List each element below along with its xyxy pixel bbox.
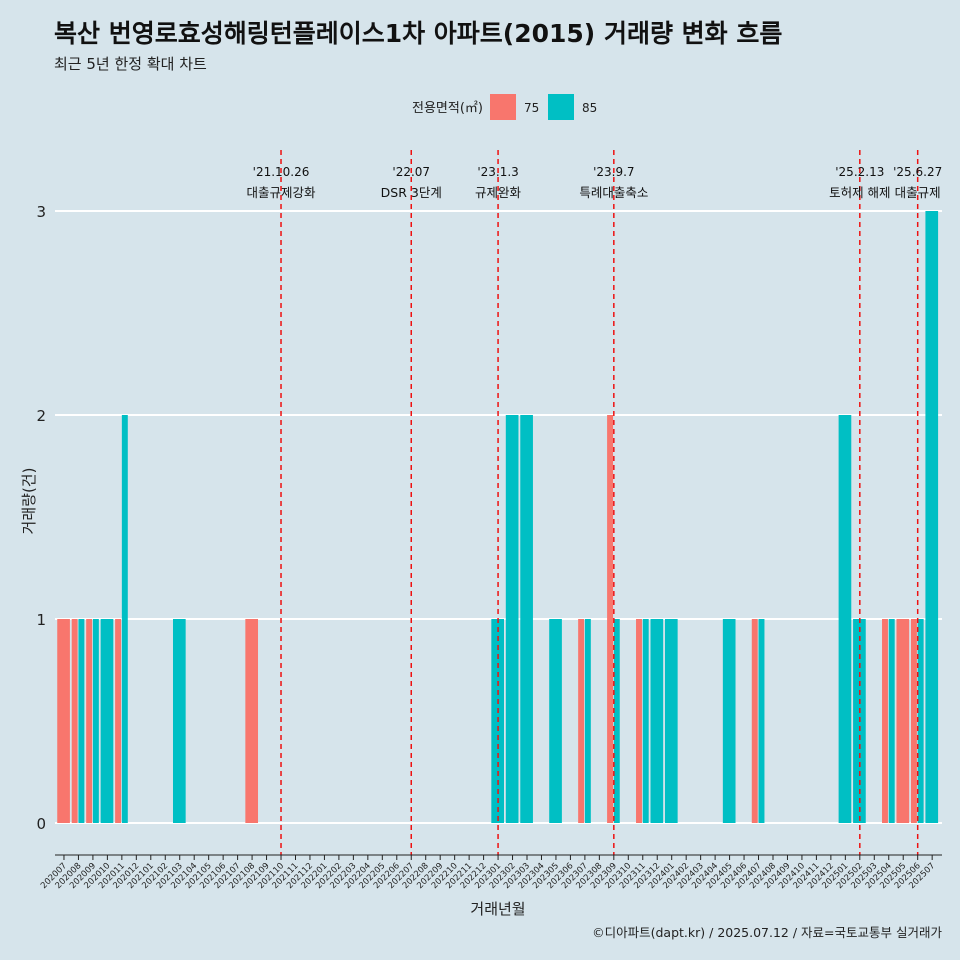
event-date: '23.1.3	[477, 165, 518, 179]
y-tick-label: 2	[36, 407, 46, 425]
legend: 전용면적(㎡) 75 85	[412, 94, 597, 120]
bar-85-202504	[888, 619, 895, 823]
bar-85-202506	[917, 619, 924, 823]
bar-85-202407	[758, 619, 765, 823]
x-axis: 2020072020082020092020102020112020122021…	[39, 854, 942, 891]
bar-75-202505	[896, 619, 910, 823]
bar-85-202311	[642, 619, 649, 823]
bar-75-202008	[71, 619, 78, 823]
legend-swatch-75	[490, 94, 516, 120]
bar-85-202009	[92, 619, 99, 823]
bar-85-202401	[664, 619, 678, 823]
bar-85-202501	[838, 415, 852, 823]
legend-title: 전용면적(㎡)	[412, 101, 483, 116]
bars	[57, 211, 939, 823]
y-axis: 0 1 2 3	[36, 203, 46, 833]
event-date: '23.9.7	[593, 165, 634, 179]
bar-85-202010	[100, 619, 114, 823]
bar-85-202309	[613, 619, 620, 823]
bar-75-202407	[751, 619, 758, 823]
event-date: '21.10.26	[253, 165, 310, 179]
legend-swatch-85	[548, 94, 574, 120]
bar-85-202303	[520, 415, 533, 823]
bar-75-202506	[910, 619, 917, 823]
event-date: '22.07	[392, 165, 430, 179]
event-date: '25.6.27	[893, 165, 942, 179]
bar-75-202307	[578, 619, 585, 823]
chart-subtitle: 최근 5년 한정 확대 차트	[54, 55, 207, 73]
bar-75-202309	[607, 415, 614, 823]
bar-75-202311	[636, 619, 642, 823]
bar-85-202405	[722, 619, 736, 823]
bar-85-202307	[584, 619, 591, 823]
legend-label-75: 75	[524, 101, 539, 115]
bar-85-202312	[650, 619, 664, 823]
event-label: 대출규제	[895, 185, 941, 200]
event-label: DSR 3단계	[381, 185, 442, 200]
y-axis-label: 거래량(건)	[20, 468, 38, 535]
bar-85-202011	[121, 415, 128, 823]
event-label: 규제완화	[475, 185, 522, 200]
y-tick-label: 0	[36, 815, 46, 833]
y-tick-label: 1	[36, 611, 46, 629]
bar-85-202008	[78, 619, 85, 823]
bar-85-202305	[549, 619, 562, 823]
bar-75-202108	[245, 619, 259, 823]
source-caption: ©디아파트(dapt.kr) / 2025.07.12 / 자료=국토교통부 실…	[592, 925, 942, 940]
x-axis-label: 거래년월	[470, 900, 525, 918]
bar-85-202302	[505, 415, 519, 823]
bar-75-202009	[86, 619, 93, 823]
event-date: '25.2.13	[835, 165, 884, 179]
event-label: 대출규제강화	[247, 185, 317, 200]
event-lines: '21.10.26 대출규제강화 '22.07 DSR 3단계 '23.1.3 규제완화 '…	[247, 150, 942, 855]
bar-75-202011	[115, 619, 122, 823]
event-label: 특례대출축소	[579, 185, 648, 200]
chart-title: 복산 번영로효성해링턴플레이스1차 아파트(2015) 거래량 변화 흐름	[54, 19, 783, 48]
bar-85-202507	[925, 211, 939, 823]
bar-75-202504	[882, 619, 888, 823]
event-label: 토허제 해제	[829, 185, 890, 200]
y-tick-label: 3	[36, 203, 46, 221]
legend-label-85: 85	[582, 101, 597, 115]
bar-85-202103	[172, 619, 186, 823]
bar-75-202007	[57, 619, 70, 823]
